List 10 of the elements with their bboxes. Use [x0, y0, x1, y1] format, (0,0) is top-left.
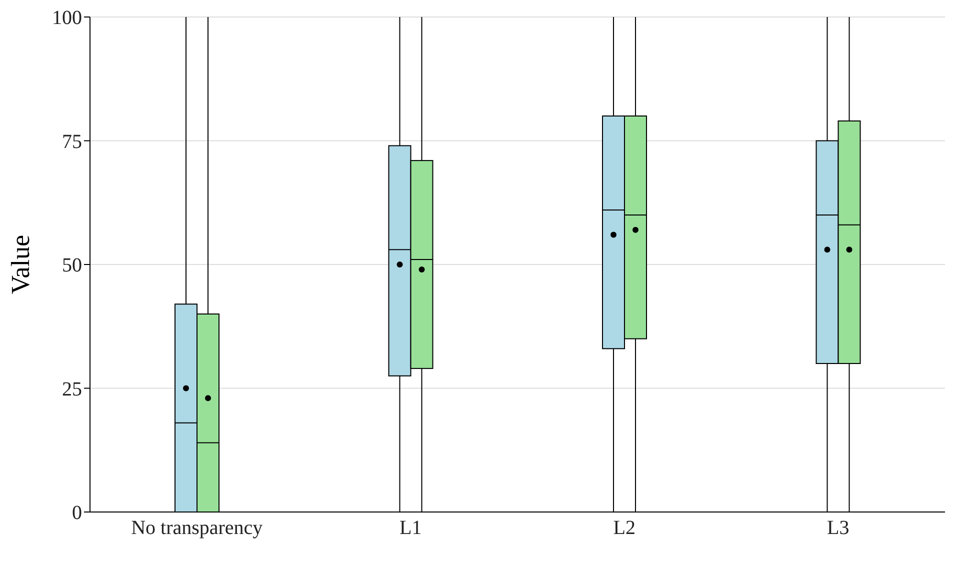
x-tick-label: No transparency [131, 517, 263, 540]
y-tick-label: 75 [62, 130, 82, 153]
x-tick-label: L1 [400, 517, 422, 540]
x-tick-label: L3 [827, 517, 850, 540]
y-tick-label: 100 [52, 7, 82, 30]
y-axis-title: Value [6, 234, 36, 294]
y-tick-label: 50 [62, 254, 82, 277]
y-tick-label: 0 [72, 502, 82, 524]
y-tick-label: 25 [62, 378, 82, 400]
x-tick-label: L2 [613, 517, 636, 540]
